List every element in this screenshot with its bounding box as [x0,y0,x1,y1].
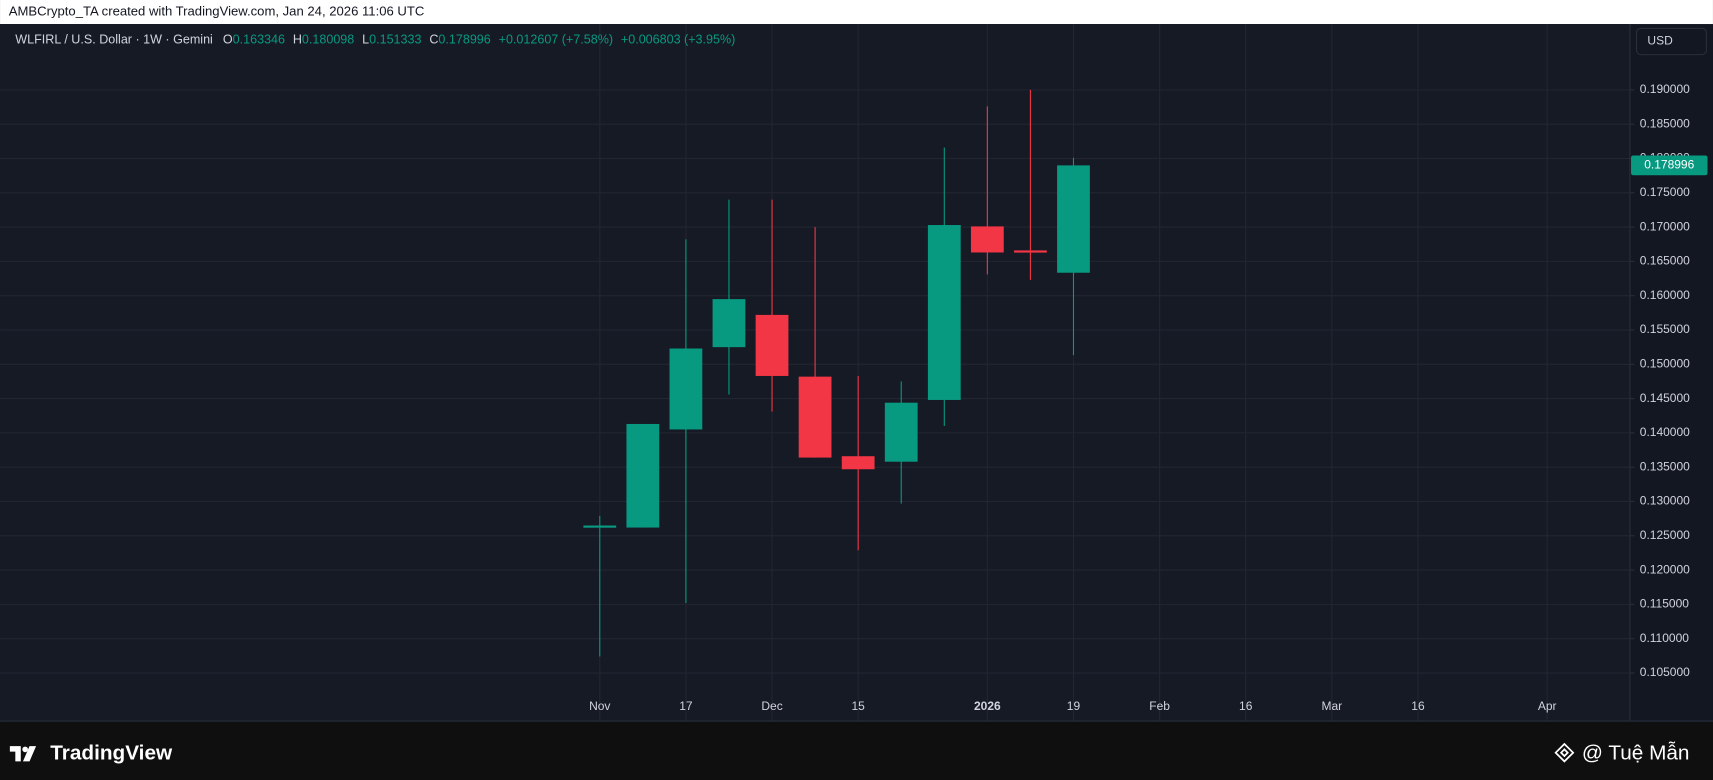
x-tick-label: Nov [589,699,610,713]
x-tick-label: Dec [761,699,782,713]
icon-inner [1559,748,1569,758]
last-price-label: 0.178996 [1644,158,1694,172]
high-label: H [293,33,302,47]
y-tick-label: 0.165000 [1640,254,1690,268]
open-label: O [223,33,233,47]
x-tick-label: 16 [1411,699,1425,713]
y-tick-label: 0.185000 [1640,116,1690,130]
high-value: 0.180098 [302,33,354,47]
symbol: WLFIRL / U.S. Dollar · 1W · Gemini [15,33,213,47]
change-2: +0.006803 (+3.95%) [621,33,735,47]
candle-body [626,423,660,528]
y-tick-label: 0.115000 [1640,597,1689,611]
y-tick-label: 0.175000 [1640,185,1690,199]
change: +0.012607 (+7.58%) [499,33,613,47]
author-icon [1554,742,1575,763]
close-value: 0.178996 [438,33,490,47]
author: @ Tuệ Mẫn [1582,741,1690,764]
y-tick-label: 0.110000 [1640,631,1689,645]
y-tick-label: 0.135000 [1640,459,1690,473]
candle-body [755,314,789,376]
y-tick-label: 0.145000 [1640,391,1690,405]
y-tick-label: 0.150000 [1640,356,1690,370]
x-tick-label: 2026 [974,699,1001,713]
brand-name: TradingView [50,741,173,764]
candle-body [884,402,918,462]
logo-t [9,746,21,762]
top-bar-text: AMBCrypto_TA created with TradingView.co… [9,3,425,18]
open-value: 0.163346 [233,33,285,47]
x-tick-label: Mar [1322,699,1343,713]
candle-body [927,225,961,400]
y-tick-label: 0.130000 [1640,494,1690,508]
footer-bar [0,722,1713,780]
candle-body [669,348,703,430]
y-tick-label: 0.120000 [1640,562,1690,576]
y-tick-label: 0.170000 [1640,219,1690,233]
logo-dot [22,746,28,753]
y-tick-label: 0.125000 [1640,528,1690,542]
y-tick-label: 0.160000 [1640,288,1690,302]
x-tick-label: 15 [851,699,865,713]
y-tick-label: 0.140000 [1640,425,1690,439]
header-text: WLFIRL / U.S. Dollar · 1W · Gemini O0.16… [15,33,735,47]
x-tick-label: 17 [679,699,693,713]
candle-body [583,525,617,528]
candle-body [712,299,746,348]
logo-v [22,746,37,762]
x-tick-label: Apr [1538,699,1557,713]
candle-body [1057,165,1090,273]
last-price-box [1631,155,1708,176]
x-tick-label: 19 [1067,699,1081,713]
low-label: L [362,33,369,47]
y-tick-label: 0.155000 [1640,322,1690,336]
top-bar [0,0,1713,25]
x-tick-label: 16 [1239,699,1253,713]
currency-button-text[interactable]: USD [1647,34,1673,48]
candle-body [798,376,832,458]
close-label: C [429,33,438,47]
x-tick-label: Feb [1149,699,1170,713]
candle-body [841,456,875,470]
candle-body [1014,250,1047,253]
y-tick-label: 0.190000 [1640,82,1690,96]
y-tick-label: 0.105000 [1640,665,1690,679]
currency-button[interactable] [1635,27,1707,56]
candle-body [970,226,1004,253]
brand-logo [9,746,37,762]
low-value: 0.151333 [369,33,421,47]
icon-diamond [1554,742,1575,763]
